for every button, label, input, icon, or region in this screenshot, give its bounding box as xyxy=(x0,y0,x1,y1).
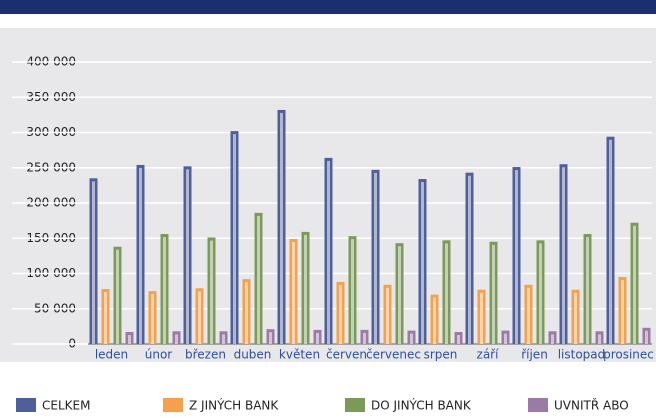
bar-highlight xyxy=(280,112,283,344)
bar-highlight xyxy=(621,280,624,344)
x-tick-label: duben xyxy=(234,348,272,362)
bar-highlight xyxy=(586,237,589,344)
bar-highlight xyxy=(551,334,554,344)
x-tick-label: leden xyxy=(95,348,128,362)
bar-highlight xyxy=(233,134,236,344)
bar-highlight xyxy=(433,297,436,344)
bar-highlight xyxy=(151,294,154,344)
bar-highlight xyxy=(186,169,189,344)
bar-highlight xyxy=(645,330,648,344)
bar-highlight xyxy=(527,287,530,344)
bar-highlight xyxy=(504,333,507,344)
bar-highlight xyxy=(339,284,342,344)
bar-highlight xyxy=(598,334,601,344)
bar-highlight xyxy=(468,175,471,344)
bar-highlight xyxy=(210,240,213,344)
bar-highlight xyxy=(104,292,107,344)
bar-highlight xyxy=(492,244,495,344)
bar-highlight xyxy=(139,167,142,344)
legend-swatch xyxy=(345,398,365,412)
legend-label: DO JINÝCH BANK xyxy=(371,398,472,413)
bar-highlight xyxy=(316,332,319,344)
header-bar xyxy=(0,0,656,14)
bar-highlight xyxy=(539,243,542,344)
x-tick-label: září xyxy=(477,348,500,362)
bar-highlight xyxy=(116,249,119,344)
bar-highlight xyxy=(269,332,272,344)
x-tick-label: březen xyxy=(185,348,226,362)
bar-highlight xyxy=(292,241,295,344)
x-tick-label: červen xyxy=(326,348,367,362)
bar-highlight xyxy=(562,167,565,344)
bar-highlight xyxy=(198,291,201,344)
x-tick-label: červenec xyxy=(366,348,421,362)
bar-highlight xyxy=(421,182,424,344)
bar-highlight xyxy=(363,332,366,344)
bar-highlight xyxy=(386,287,389,344)
x-tick-label: říjen xyxy=(521,348,548,362)
bar-highlight xyxy=(457,335,460,344)
bar-highlight xyxy=(92,181,95,344)
bar-highlight xyxy=(222,334,225,344)
bar-highlight xyxy=(398,246,401,344)
x-tick-label: prosinec xyxy=(603,348,654,362)
bar-highlight xyxy=(257,215,260,344)
legend-swatch xyxy=(163,398,183,412)
legend-label: UVNITŘ ABO xyxy=(554,398,629,413)
bar-highlight xyxy=(374,172,377,344)
legend-swatch xyxy=(16,398,36,412)
bar-highlight xyxy=(163,237,166,344)
bar-highlight xyxy=(410,333,413,344)
bar-highlight xyxy=(515,170,518,344)
x-tick-label: srpen xyxy=(424,348,458,362)
bar-highlight xyxy=(128,335,131,344)
legend-swatch xyxy=(528,398,548,412)
legend-label: Z JINÝCH BANK xyxy=(189,398,279,413)
x-tick-label: únor xyxy=(145,348,173,362)
bar-highlight xyxy=(245,282,248,344)
bar-highlight xyxy=(445,243,448,344)
bar-highlight xyxy=(175,334,178,344)
bar-highlight xyxy=(480,292,483,344)
bar-highlight xyxy=(327,160,330,344)
bar-highlight xyxy=(351,239,354,344)
x-tick-label: listopad xyxy=(558,348,606,362)
bar-highlight xyxy=(304,234,307,344)
x-tick-label: květen xyxy=(279,348,320,362)
bar-highlight xyxy=(633,225,636,344)
bar-highlight xyxy=(574,292,577,344)
legend-label: CELKEM xyxy=(42,399,90,413)
bar-highlight xyxy=(609,139,612,344)
